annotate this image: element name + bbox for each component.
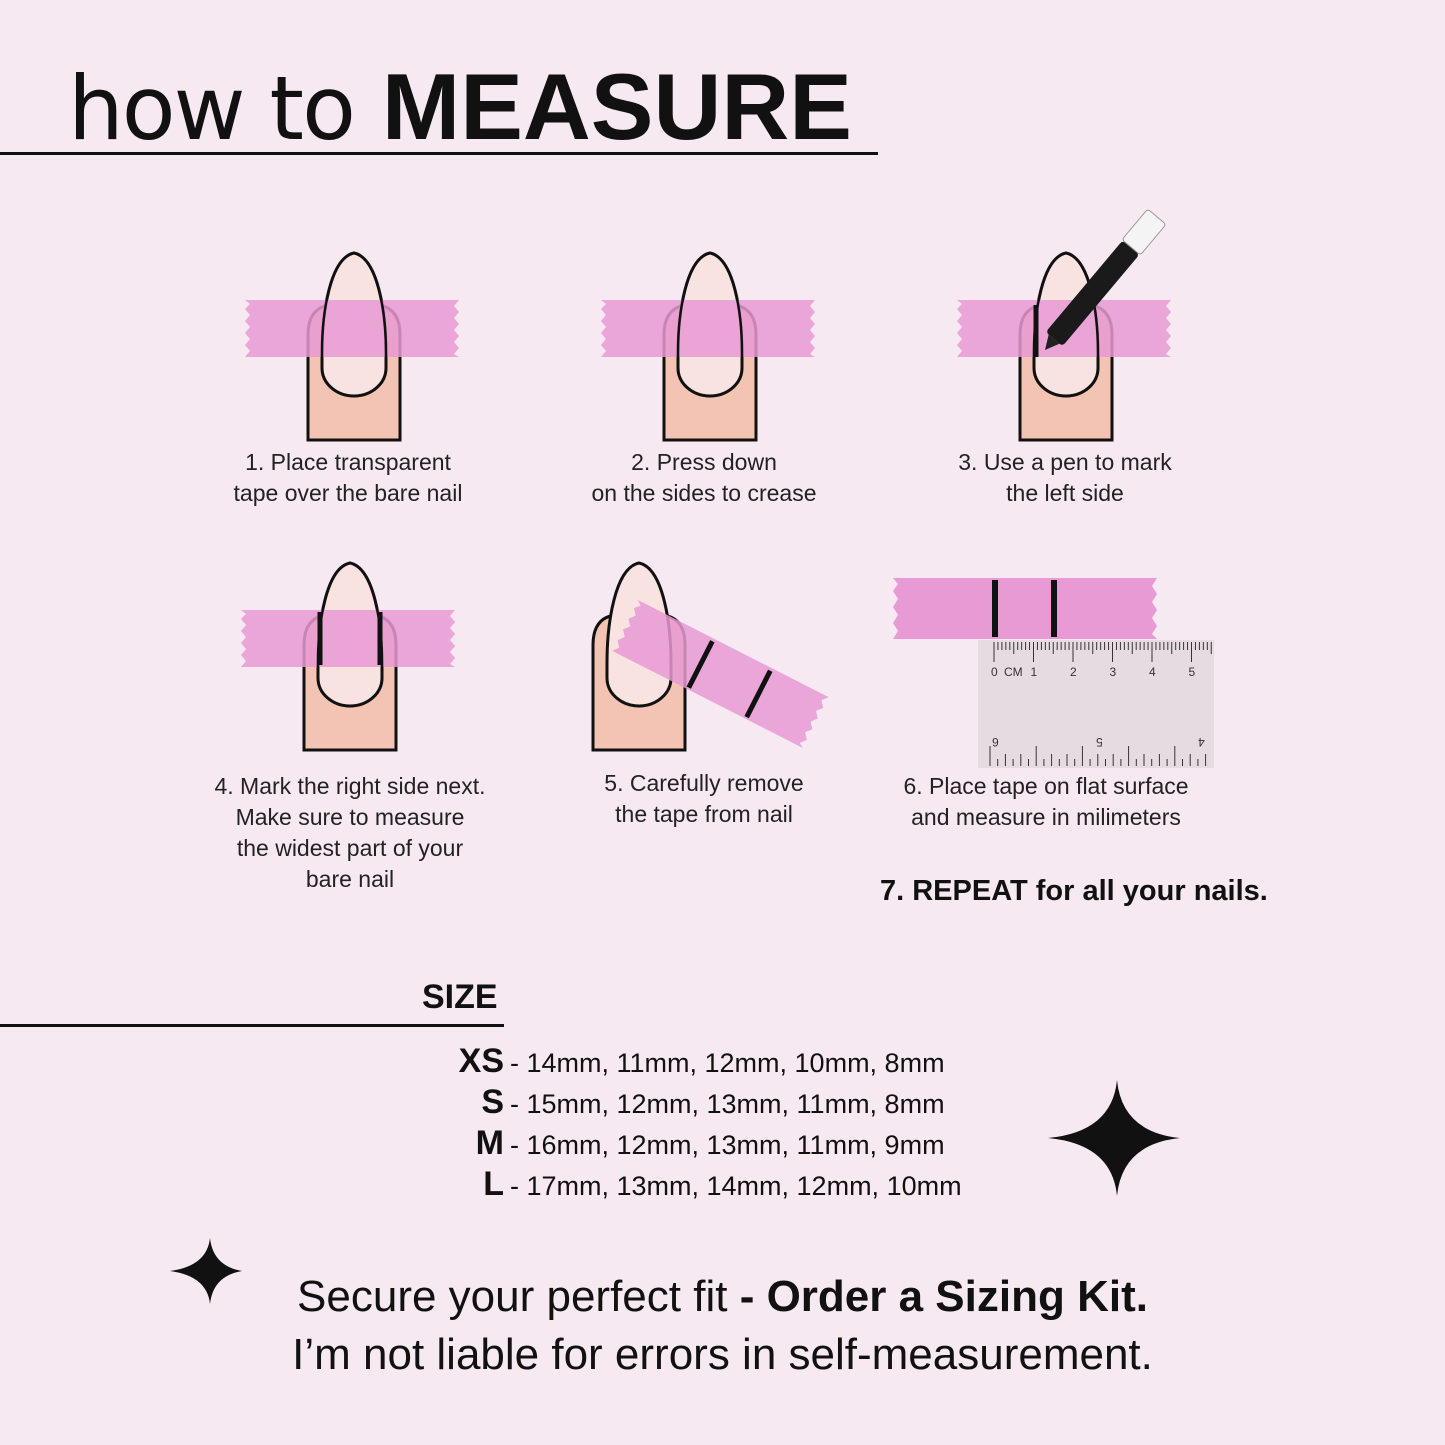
size-label: L bbox=[483, 1165, 504, 1203]
caption-line: 2. Press down bbox=[631, 449, 777, 475]
ruler-label: 1 bbox=[1030, 665, 1038, 679]
caption-line: Make sure to measure bbox=[235, 804, 465, 830]
footer-line-1: Secure your perfect fit - Order a Sizing… bbox=[297, 1272, 1148, 1321]
size-values: - 17mm, 13mm, 14mm, 12mm, 10mm bbox=[510, 1171, 962, 1201]
sparkle-icon bbox=[1048, 1080, 1180, 1196]
size-label: S bbox=[481, 1083, 504, 1121]
caption-line: 5. Carefully remove bbox=[604, 770, 804, 796]
size-row-xs: XS - 14mm, 11mm, 12mm, 10mm, 8mm bbox=[400, 1042, 1060, 1081]
repeat-note: 7. REPEAT for all your nails. bbox=[880, 875, 1268, 907]
ruler-label: CM bbox=[1004, 665, 1023, 679]
ruler-label: 5 bbox=[1096, 735, 1103, 749]
pen-icon bbox=[1045, 209, 1166, 350]
caption-line: 1. Place transparent bbox=[245, 449, 451, 475]
size-label: XS bbox=[458, 1042, 504, 1080]
step3-illustration bbox=[957, 209, 1171, 442]
step-caption-4: 4. Mark the right side next. Make sure to… bbox=[150, 771, 550, 895]
size-row-l: L- 17mm, 13mm, 14mm, 12mm, 10mm bbox=[400, 1165, 1060, 1204]
ruler-label: 4 bbox=[1149, 665, 1156, 679]
sparkle-icon bbox=[170, 1238, 242, 1304]
ruler-label: 3 bbox=[1109, 665, 1117, 679]
caption-line: the tape from nail bbox=[615, 801, 793, 827]
size-row-s: S- 15mm, 12mm, 13mm, 11mm, 8mm bbox=[400, 1083, 1060, 1122]
caption-line: tape over the bare nail bbox=[233, 480, 463, 506]
step-caption-6: 6. Place tape on flat surface and measure… bbox=[846, 771, 1246, 833]
caption-line: and measure in milimeters bbox=[911, 804, 1181, 830]
step1-illustration bbox=[245, 251, 459, 442]
caption-line: bare nail bbox=[305, 866, 395, 892]
ruler-label: 6 bbox=[992, 735, 999, 749]
step-caption-1: 1. Place transparent tape over the bare n… bbox=[148, 447, 548, 509]
step2-illustration bbox=[601, 251, 815, 442]
size-values: - 14mm, 11mm, 12mm, 10mm, 8mm bbox=[510, 1048, 945, 1078]
size-values: - 16mm, 12mm, 13mm, 11mm, 9mm bbox=[510, 1130, 945, 1160]
ruler-label: 5 bbox=[1188, 665, 1196, 679]
ruler-label: 2 bbox=[1070, 665, 1077, 679]
title-divider bbox=[0, 152, 878, 155]
caption-line: 6. Place tape on flat surface bbox=[903, 773, 1189, 799]
step-caption-5: 5. Carefully remove the tape from nail bbox=[504, 768, 904, 830]
ruler-label: 0 bbox=[991, 665, 998, 679]
size-divider bbox=[0, 1024, 504, 1027]
caption-line: 4. Mark the right side next. bbox=[214, 773, 486, 799]
size-values: - 15mm, 12mm, 13mm, 11mm, 8mm bbox=[510, 1089, 945, 1119]
footer-line-2: I’m not liable for errors in self-measur… bbox=[292, 1330, 1153, 1379]
caption-line: the left side bbox=[1006, 480, 1124, 506]
step6-ruler bbox=[893, 578, 1214, 768]
step-caption-2: 2. Press down on the sides to crease bbox=[504, 447, 904, 509]
size-label: M bbox=[475, 1124, 504, 1162]
size-row-m: M- 16mm, 12mm, 13mm, 11mm, 9mm bbox=[400, 1124, 1060, 1163]
caption-line: 3. Use a pen to mark bbox=[958, 449, 1172, 475]
step5-illustration bbox=[591, 561, 829, 752]
size-heading: SIZE bbox=[422, 978, 498, 1016]
caption-line: the widest part of your bbox=[236, 835, 464, 861]
page-title: how to MEASURE bbox=[68, 54, 852, 160]
ruler-label: 4 bbox=[1198, 735, 1205, 749]
caption-line: on the sides to crease bbox=[591, 480, 817, 506]
step4-illustration bbox=[241, 561, 455, 752]
step-caption-3: 3. Use a pen to mark the left side bbox=[865, 447, 1265, 509]
